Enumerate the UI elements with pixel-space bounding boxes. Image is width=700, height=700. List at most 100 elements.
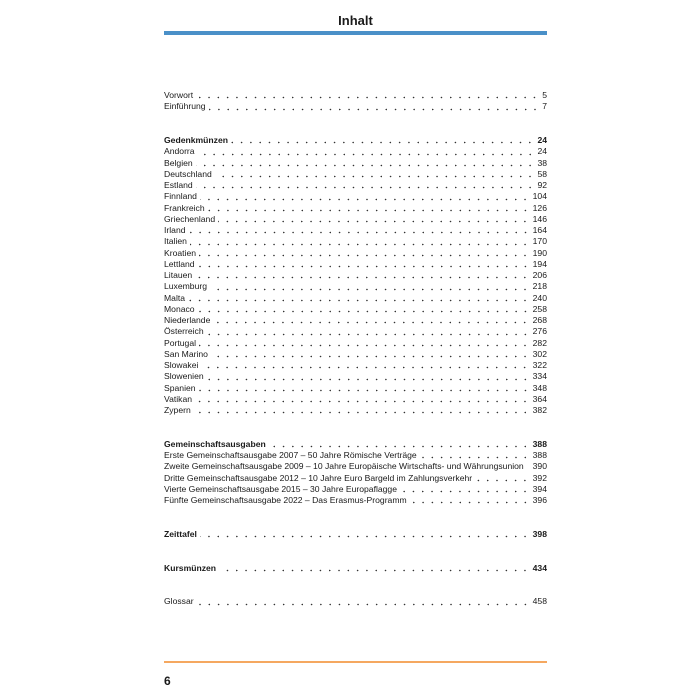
toc-entry: Andorra 24: [164, 146, 547, 157]
entry-label: Irland: [164, 225, 186, 235]
toc-entry: Zypern 382: [164, 405, 547, 416]
title-rule: [164, 31, 547, 35]
dot-leader: [207, 208, 530, 212]
dot-leader: [218, 220, 530, 223]
dot-leader: [197, 152, 535, 156]
toc-entry: Einführung 7: [164, 101, 547, 112]
toc-entry: Griechenland 146: [164, 214, 547, 225]
entry-label: Kroatien: [164, 247, 197, 258]
dot-leader: [195, 163, 535, 167]
entry-label: San Marino: [164, 348, 208, 359]
toc-entry: Vierte Gemeinschaftsausgabe 2015 – 30 Ja…: [164, 484, 547, 495]
dot-leader: [195, 276, 530, 280]
entry-page: 388: [532, 438, 547, 449]
entry-label: Zeittafel: [164, 528, 197, 539]
entry-label: Erste Gemeinschaftsausgabe 2007 – 50 Jah…: [164, 450, 417, 460]
entry-label: Vatikan: [164, 393, 193, 404]
toc-group: Vorwort 5 Einführung 7: [164, 90, 547, 113]
toc-entry: Frankreich 126: [164, 203, 547, 214]
dot-leader: [409, 501, 530, 505]
dot-leader: [213, 321, 530, 325]
entry-label: Lettland: [164, 258, 195, 269]
dot-leader: [196, 96, 540, 100]
page-number: 6: [164, 674, 171, 688]
entry-page: 388: [532, 450, 547, 460]
entry-page: 364: [532, 393, 547, 404]
toc-group: Gemeinschaftsausgaben 388 Erste Gemeinscha…: [164, 439, 547, 507]
entry-label: Litauen: [164, 270, 193, 280]
toc-entry: Estland 92: [164, 180, 547, 191]
entry-page: 322: [532, 360, 547, 370]
entry-page: 218: [532, 281, 547, 292]
entry-page: 282: [532, 337, 547, 348]
toc-entry: Niederlande 268: [164, 315, 547, 326]
entry-label: Griechenland: [164, 213, 216, 224]
dot-leader: [197, 265, 530, 268]
entry-page: 394: [532, 483, 547, 494]
section-heading: Zeittafel 398: [164, 529, 547, 540]
entry-page: 258: [532, 303, 547, 314]
section-heading: Kursmünzen 434: [164, 563, 547, 574]
entry-page: 348: [532, 382, 547, 393]
entry-label: Zweite Gemeinschaftsausgabe 2009 – 10 Ja…: [164, 461, 524, 472]
toc-entry: Vorwort 5: [164, 90, 547, 101]
toc-entry: Litauen 206: [164, 270, 547, 281]
entry-page: 206: [532, 270, 547, 280]
entry-page: 268: [532, 315, 547, 325]
toc-group: Kursmünzen 434: [164, 563, 547, 574]
dot-leader: [208, 107, 540, 111]
dot-leader: [199, 535, 530, 538]
entry-page: 24: [537, 146, 547, 157]
entry-page: 382: [532, 405, 547, 415]
entry-page: 240: [532, 292, 547, 303]
entry-page: 170: [532, 236, 547, 247]
entry-label: Portugal: [164, 337, 197, 348]
entry-label: Vierte Gemeinschaftsausgabe 2015 – 30 Ja…: [164, 483, 397, 494]
toc-group: Gedenkmünzen 24 Andorra 24 Belgien 38 Deutschl…: [164, 135, 547, 416]
entry-label: Italien: [164, 236, 187, 247]
section-heading: Gedenkmünzen 24: [164, 135, 547, 146]
dot-leader: [196, 602, 530, 606]
entry-label: Andorra: [164, 146, 195, 157]
entry-label: Slowakei: [164, 360, 199, 370]
page-title: Inhalt: [338, 13, 373, 28]
entry-page: 5: [542, 90, 547, 100]
dot-leader: [199, 343, 530, 347]
entry-label: Malta: [164, 292, 186, 303]
dot-leader: [210, 287, 530, 291]
dot-leader: [195, 400, 530, 403]
dot-leader: [188, 231, 530, 235]
entry-label: Estland: [164, 180, 193, 190]
dot-leader: [198, 388, 530, 392]
entry-label: Finnland: [164, 191, 197, 202]
entry-page: 194: [532, 258, 547, 269]
dot-leader: [199, 253, 530, 257]
entry-label: Niederlande: [164, 315, 211, 325]
entry-label: Slowenien: [164, 371, 204, 382]
table-of-contents: Vorwort 5 Einführung 7 Gedenkmünzen 24 Andorra…: [164, 90, 547, 608]
dot-leader: [199, 197, 530, 201]
toc-entry: Lettland 194: [164, 259, 547, 270]
entry-label: Belgien: [164, 157, 193, 168]
dot-leader: [475, 478, 530, 482]
toc-entry: Zweite Gemeinschaftsausgabe 2009 – 10 Ja…: [164, 461, 547, 472]
entry-label: Glossar: [164, 596, 194, 607]
toc-entry: Kroatien 190: [164, 248, 547, 259]
entry-label: Frankreich: [164, 202, 205, 213]
dot-leader: [193, 411, 530, 415]
entry-page: 58: [537, 168, 547, 179]
toc-entry: Monaco 258: [164, 304, 547, 315]
dot-leader: [195, 186, 535, 190]
entry-page: 38: [537, 157, 547, 168]
entry-label: Gemeinschaftsausgaben: [164, 438, 266, 449]
entry-page: 302: [532, 348, 547, 359]
toc-entry: Finnland 104: [164, 191, 547, 202]
entry-label: Spanien: [164, 382, 196, 393]
toc-entry: Fünfte Gemeinschaftsausgabe 2022 – Das E…: [164, 495, 547, 506]
entry-page: 126: [532, 202, 547, 213]
toc-entry: Belgien 38: [164, 158, 547, 169]
toc-group: Glossar 458: [164, 596, 547, 607]
toc-entry: Portugal 282: [164, 338, 547, 349]
dot-leader: [201, 366, 530, 370]
